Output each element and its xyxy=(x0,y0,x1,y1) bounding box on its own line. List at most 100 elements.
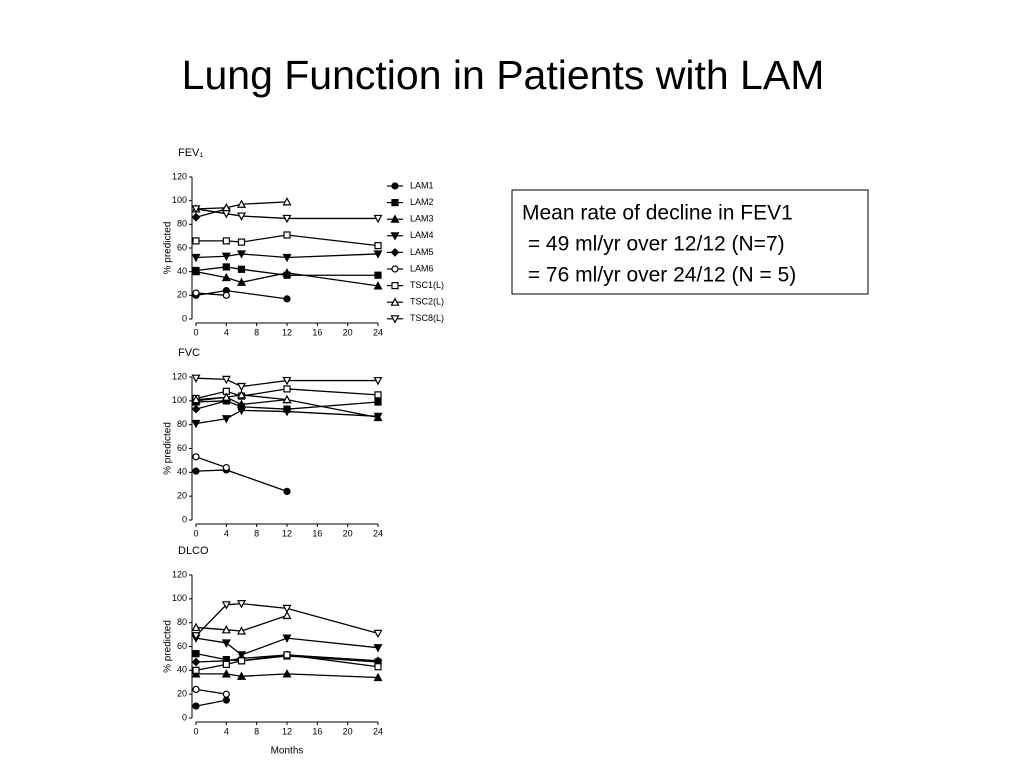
legend-label: TSC8(L) xyxy=(410,313,444,323)
slide-title: Lung Function in Patients with LAM xyxy=(182,52,825,98)
y-tick-label: 120 xyxy=(172,171,187,181)
legend-label: LAM6 xyxy=(410,263,434,273)
y-tick-label: 40 xyxy=(177,266,187,276)
marker xyxy=(192,453,200,461)
x-tick-label: 0 xyxy=(193,528,198,538)
x-tick-label: 4 xyxy=(224,528,229,538)
x-tick-label: 0 xyxy=(193,327,198,337)
x-tick-label: 12 xyxy=(282,726,292,736)
y-tick-label: 120 xyxy=(172,371,187,381)
marker xyxy=(282,394,292,404)
y-tick-label: 20 xyxy=(177,689,187,699)
marker xyxy=(236,671,247,680)
legend-marker xyxy=(390,214,400,223)
text-box xyxy=(511,189,869,295)
marker xyxy=(283,295,291,303)
marker xyxy=(192,289,200,297)
marker xyxy=(191,266,201,276)
marker xyxy=(221,639,231,648)
y-tick-label: 0 xyxy=(182,514,187,524)
marker xyxy=(222,660,230,668)
marker xyxy=(221,272,231,282)
y-tick-label: 120 xyxy=(172,569,187,579)
series-line xyxy=(195,688,227,695)
text-line: = 49 ml/yr over 12/12 (N=7) xyxy=(522,233,785,256)
marker xyxy=(282,669,292,678)
x-tick-label: 12 xyxy=(282,528,292,538)
x-tick-label: 20 xyxy=(343,726,353,736)
marker xyxy=(222,463,230,472)
marker xyxy=(221,625,231,634)
marker xyxy=(282,634,292,643)
text-line: Mean rate of decline in FEV1 xyxy=(522,202,793,225)
marker xyxy=(282,268,292,277)
marker xyxy=(191,212,201,222)
y-tick-label: 100 xyxy=(172,395,187,405)
legend-label: TSC2(L) xyxy=(410,297,444,307)
marker xyxy=(192,650,200,658)
marker xyxy=(192,237,200,245)
y-tick-label: 80 xyxy=(177,219,187,229)
marker xyxy=(373,644,383,653)
chart-title: FEV₁ xyxy=(178,147,203,159)
y-tick-label: 20 xyxy=(177,491,187,501)
x-tick-label: 20 xyxy=(343,327,353,337)
marker xyxy=(191,419,201,429)
series-line xyxy=(195,699,227,707)
series-line xyxy=(195,394,288,401)
marker xyxy=(374,391,382,399)
marker xyxy=(192,702,200,710)
x-tick-label: 4 xyxy=(224,726,229,736)
marker xyxy=(374,398,382,406)
marker xyxy=(236,199,247,208)
marker xyxy=(282,610,292,620)
x-tick-label: 16 xyxy=(312,327,322,337)
marker xyxy=(237,265,246,273)
y-tick-label: 100 xyxy=(172,195,187,205)
marker xyxy=(283,231,291,239)
marker xyxy=(222,690,230,698)
y-tick-label: 40 xyxy=(177,665,187,675)
x-axis-label: Months xyxy=(271,746,304,757)
x-tick-label: 8 xyxy=(254,528,259,538)
marker xyxy=(191,205,201,214)
marker xyxy=(191,657,201,667)
legend-label: TSC1(L) xyxy=(410,280,444,290)
y-axis-label: % predicted xyxy=(163,222,174,275)
marker xyxy=(282,407,292,417)
marker xyxy=(373,281,383,290)
marker xyxy=(236,250,247,259)
marker xyxy=(236,626,247,635)
x-tick-label: 12 xyxy=(282,327,292,337)
y-tick-label: 40 xyxy=(177,467,187,477)
marker xyxy=(373,672,383,682)
marker xyxy=(237,657,246,665)
marker xyxy=(236,277,247,286)
marker xyxy=(236,390,247,399)
marker xyxy=(221,252,231,262)
x-tick-label: 16 xyxy=(312,528,322,538)
y-axis-label: % predicted xyxy=(163,620,174,673)
x-tick-label: 20 xyxy=(343,528,353,538)
marker xyxy=(221,392,231,401)
x-tick-label: 24 xyxy=(373,726,383,736)
marker xyxy=(237,238,246,246)
series-line xyxy=(195,614,288,632)
legend-label: LAM3 xyxy=(410,214,434,224)
series-line xyxy=(195,400,227,410)
marker xyxy=(283,487,291,495)
legend-marker xyxy=(391,282,399,290)
marker xyxy=(191,404,201,414)
legend-marker xyxy=(390,297,400,306)
marker xyxy=(373,412,383,422)
series-line xyxy=(195,292,227,296)
y-tick-label: 80 xyxy=(177,617,187,627)
marker xyxy=(236,599,247,609)
y-tick-label: 0 xyxy=(182,313,187,323)
x-tick-label: 4 xyxy=(224,327,229,337)
x-tick-label: 16 xyxy=(312,726,322,736)
chart-title: DLCO xyxy=(178,545,209,557)
marker xyxy=(236,406,247,416)
